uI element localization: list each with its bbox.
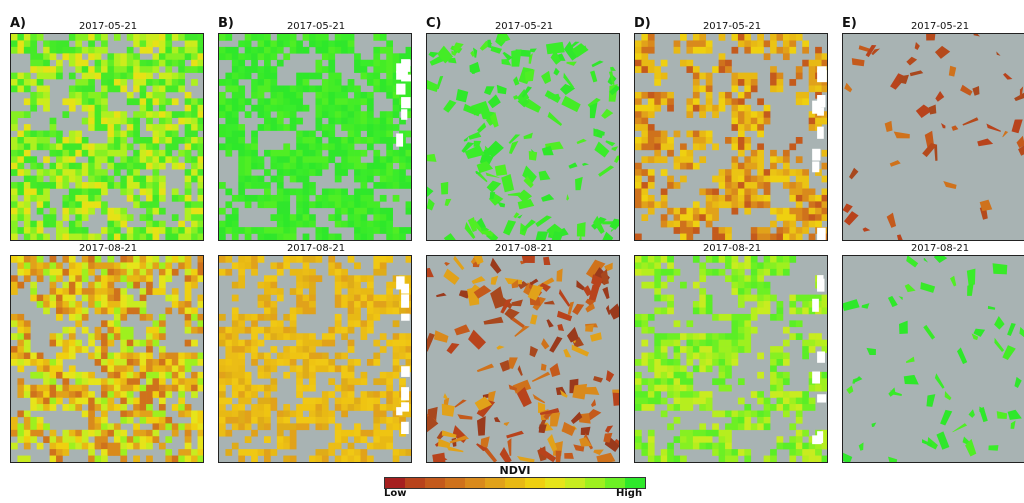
date-label-e-bottom: 2017-08-21 [910, 243, 970, 254]
legend-swatch [425, 478, 445, 488]
map-b-bottom [218, 255, 412, 463]
map-d-bottom [634, 255, 828, 463]
legend-swatch [485, 478, 505, 488]
panel-label-b: B) [218, 16, 234, 31]
legend-swatch [445, 478, 465, 488]
date-label-b-bottom: 2017-08-21 [286, 243, 346, 254]
panel-label-e: E) [842, 16, 857, 31]
legend-swatch [605, 478, 625, 488]
legend-swatch [465, 478, 485, 488]
legend-swatch [405, 478, 425, 488]
map-c-top [426, 33, 620, 241]
date-label-d-bottom: 2017-08-21 [702, 243, 762, 254]
legend-title: NDVI [499, 464, 531, 477]
date-label-c-top: 2017-05-21 [494, 21, 554, 32]
date-label-b-top: 2017-05-21 [286, 21, 346, 32]
legend-swatch [505, 478, 525, 488]
legend-colorbar [384, 477, 646, 489]
date-label-a-bottom: 2017-08-21 [78, 243, 138, 254]
legend-high-label: High [616, 488, 643, 499]
map-c-bottom [426, 255, 620, 463]
legend-swatch [525, 478, 545, 488]
map-d-top [634, 33, 828, 241]
map-e-bottom [842, 255, 1024, 463]
legend-swatch [625, 478, 645, 488]
panel-label-a: A) [10, 16, 27, 31]
map-a-top [10, 33, 204, 241]
legend-swatch [545, 478, 565, 488]
date-label-a-top: 2017-05-21 [78, 21, 138, 32]
legend-swatch [565, 478, 585, 488]
map-b-top [218, 33, 412, 241]
panel-label-c: C) [426, 16, 442, 31]
map-a-bottom [10, 255, 204, 463]
date-label-c-bottom: 2017-08-21 [494, 243, 554, 254]
panel-label-d: D) [634, 16, 651, 31]
map-e-top [842, 33, 1024, 241]
date-label-d-top: 2017-05-21 [702, 21, 762, 32]
legend-swatch [385, 478, 405, 488]
legend-swatch [585, 478, 605, 488]
date-label-e-top: 2017-05-21 [910, 21, 970, 32]
legend-low-label: Low [384, 488, 407, 499]
